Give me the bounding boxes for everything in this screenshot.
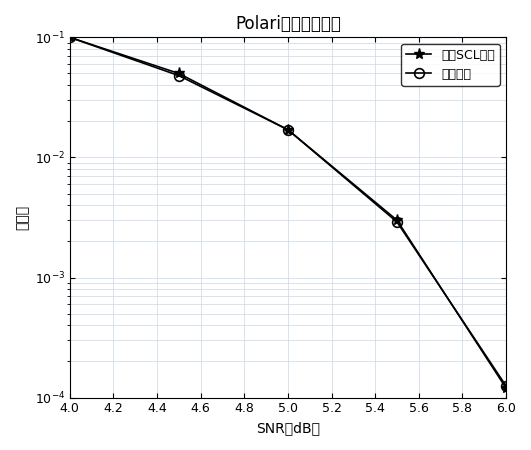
原始SCL算法 [176,71,182,76]
本文算法 [176,73,182,78]
本文算法 [285,127,291,132]
原始SCL算法 [503,385,509,391]
Line: 原始SCL算法: 原始SCL算法 [64,32,511,394]
原始SCL算法 [285,127,291,132]
本文算法 [503,383,509,389]
Line: 本文算法: 本文算法 [65,32,511,391]
原始SCL算法 [66,35,73,40]
本文算法 [66,35,73,40]
原始SCL算法 [394,217,400,223]
Y-axis label: 误码率: 误码率 [15,205,29,230]
X-axis label: SNR（dB）: SNR（dB） [256,421,320,435]
本文算法 [394,219,400,225]
Title: Polari译码算法对比: Polari译码算法对比 [235,15,341,33]
Legend: 原始SCL算法, 本文算法: 原始SCL算法, 本文算法 [401,44,500,86]
